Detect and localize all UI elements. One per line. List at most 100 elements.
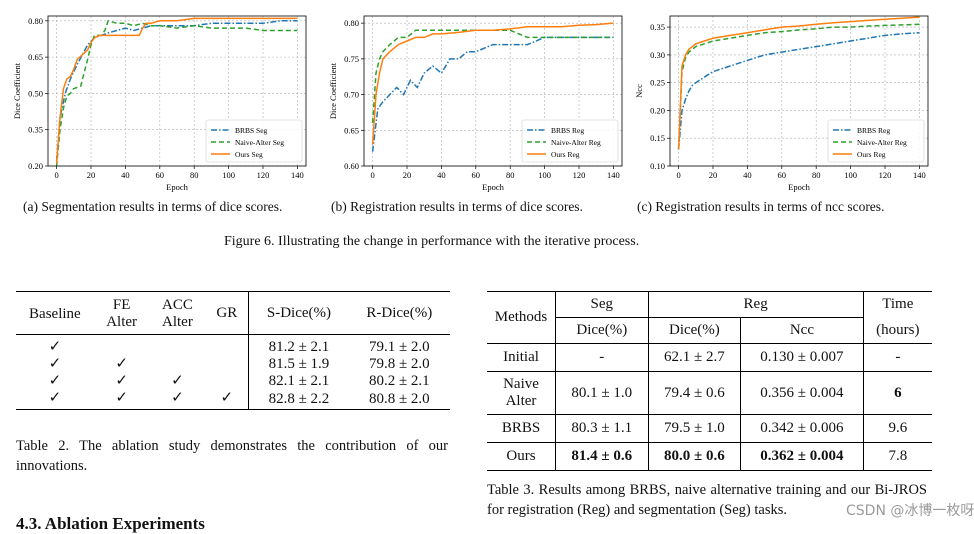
t2-s-dice-cell: 81.2 ± 2.1 — [268, 339, 330, 355]
table-row: ✓ ✓ ✓ 82.1 ± 2.1 80.2 ± 2.1 — [16, 373, 450, 390]
x-tick-label: 100 — [844, 170, 857, 180]
x-tick-label: 20 — [709, 170, 718, 180]
legend-label: BRBS Seg — [235, 126, 268, 135]
table-3: Methods Seg Reg Time Dice(%) Dice(%) Ncc… — [487, 291, 932, 471]
x-tick-label: 80 — [506, 170, 515, 180]
legend-label: Naive-Alter Seg — [235, 138, 284, 147]
section-heading: 4.3. Ablation Experiments — [16, 514, 205, 533]
checkmark-icon: ✓ — [48, 356, 62, 372]
t3-seg-dice-cell: 80.3 ± 1.1 — [555, 414, 649, 443]
t3-method-cell: Naive Alter — [487, 371, 556, 415]
x-tick-label: 140 — [291, 170, 304, 180]
y-tick-label: 0.15 — [650, 133, 665, 143]
t2-header-s-dice: S-Dice(%) — [266, 304, 331, 321]
t3-header-ncc: Ncc — [740, 317, 864, 344]
checkmark-icon: ✓ — [171, 373, 184, 389]
x-tick-label: 0 — [54, 170, 58, 180]
table-row: Naive Alter 80.1 ± 1.0 79.4 ± 0.6 0.356 ± 0… — [487, 371, 932, 415]
legend-label: Ours Reg — [551, 150, 580, 159]
legend-label: Naive-Alter Reg — [551, 138, 601, 147]
t2-check-cell: ✓ — [94, 373, 150, 390]
x-tick-label: 60 — [778, 170, 787, 180]
t3-method-cell: Initial — [487, 343, 556, 372]
table-row: ✓ 81.2 ± 2.1 79.1 ± 2.0 — [16, 334, 450, 357]
y-tick-label: 0.20 — [650, 105, 665, 115]
checkmark-icon: ✓ — [115, 390, 128, 406]
t3-time-cell: 9.6 — [888, 420, 908, 436]
y-axis-label: Dice Coefficient — [328, 62, 338, 119]
t3-reg-dice-cell: 80.0 ± 0.6 — [648, 442, 742, 471]
x-tick-label: 140 — [913, 170, 926, 180]
t2-r-dice-cell: 80.2 ± 2.1 — [368, 373, 430, 389]
y-tick-label: 0.80 — [28, 16, 43, 26]
series-line — [371, 22, 614, 145]
plot-frame — [47, 15, 307, 167]
t3-header-seg: Seg — [555, 291, 649, 318]
caption-a: (a) Segmentation results in terms of dic… — [23, 199, 283, 214]
y-tick-label: 0.65 — [28, 52, 43, 62]
t2-check-cell: ✓ — [205, 390, 250, 410]
watermark: CSDN @冰博一枚呀 — [846, 503, 974, 519]
t2-check-cell: ✓ — [16, 390, 94, 410]
t2-check-cell: ✓ — [16, 373, 94, 390]
x-tick-label: 100 — [538, 170, 551, 180]
t2-check-cell: ✓ — [150, 373, 206, 390]
table-2: Baseline FE Alter ACC Alter GR S-Dice(%) R… — [16, 291, 450, 410]
x-tick-label: 40 — [121, 170, 130, 180]
t3-time-cell: 6 — [894, 384, 902, 401]
y-tick-label: 0.80 — [344, 18, 359, 28]
t2-check-cell: ✓ — [150, 390, 206, 410]
x-tick-label: 20 — [87, 170, 96, 180]
y-tick-label: 0.30 — [650, 50, 665, 60]
legend-label: BRBS Reg — [551, 126, 584, 135]
checkmark-icon: ✓ — [171, 390, 184, 406]
t3-method-cell: Ours — [487, 442, 556, 471]
series-line — [677, 16, 920, 150]
x-tick-label: 100 — [222, 170, 235, 180]
t2-r-dice-cell: 79.8 ± 2.0 — [368, 356, 430, 372]
y-tick-label: 0.60 — [344, 161, 359, 171]
x-tick-label: 140 — [607, 170, 620, 180]
legend-label: Ours Seg — [235, 150, 263, 159]
checkmark-icon: ✓ — [115, 356, 128, 372]
plot-frame — [669, 15, 929, 167]
series-line — [55, 20, 298, 162]
t2-s-dice-cell: 81.5 ± 1.9 — [268, 356, 330, 372]
y-tick-label: 0.25 — [650, 78, 665, 88]
t3-header-hours: (hours) — [876, 321, 920, 338]
t3-seg-dice-cell: 80.1 ± 1.0 — [555, 371, 649, 415]
t3-seg-dice-cell: - — [555, 343, 649, 372]
registration-ncc-chart: 0 20 40 60 80 100 120 140 0.10 0.15 0.20 0.25 0.30 0.… — [634, 15, 929, 192]
x-tick-label: 120 — [879, 170, 892, 180]
registration-dice-chart: 0 20 40 60 80 100 120 140 0.60 0.65 0.70 0.75 0.80 Ep… — [328, 15, 623, 192]
t2-check-cell: ✓ — [16, 335, 94, 357]
series-line — [55, 17, 298, 164]
series-line — [55, 19, 298, 167]
legend-label: Ours Reg — [857, 150, 886, 159]
caption-b: (b) Registration results in terms of dic… — [331, 199, 583, 214]
table-row: ✓ ✓ ✓ ✓ 82.8 ± 2.2 80.8 ± 2.0 — [16, 390, 450, 410]
t2-s-dice-cell: 82.1 ± 2.1 — [268, 373, 330, 389]
x-axis-label: Epoch — [482, 182, 504, 192]
t3-header-methods: Methods — [487, 291, 556, 344]
t2-header-acc-alter: ACC Alter — [162, 297, 193, 330]
checkmark-icon: ✓ — [115, 373, 128, 389]
t3-time-cell: 7.8 — [888, 448, 908, 464]
y-tick-label: 0.10 — [650, 161, 665, 171]
t3-ncc-cell: 0.362 ± 0.004 — [740, 442, 864, 471]
y-tick-label: 0.50 — [28, 88, 43, 98]
table-row: ✓ ✓ 81.5 ± 1.9 79.8 ± 2.0 — [16, 356, 450, 373]
t3-header-seg-dice: Dice(%) — [555, 317, 649, 344]
table-row: Ours 81.4 ± 0.6 80.0 ± 0.6 0.362 ± 0.004 7.8 — [487, 442, 932, 471]
y-axis-label: Dice Coefficient — [12, 62, 22, 119]
t2-s-dice-cell: 82.8 ± 2.2 — [268, 391, 330, 407]
y-tick-label: 0.35 — [650, 22, 665, 32]
x-axis-label: Epoch — [788, 182, 810, 192]
t3-seg-dice-cell: 81.4 ± 0.6 — [555, 442, 649, 471]
t3-reg-dice-cell: 79.5 ± 1.0 — [648, 414, 742, 443]
legend — [205, 119, 303, 163]
t3-reg-dice-cell: 62.1 ± 2.7 — [648, 343, 742, 372]
t2-check-cell — [150, 335, 206, 357]
t2-check-cell: ✓ — [94, 390, 150, 410]
t2-check-cell — [94, 335, 150, 357]
